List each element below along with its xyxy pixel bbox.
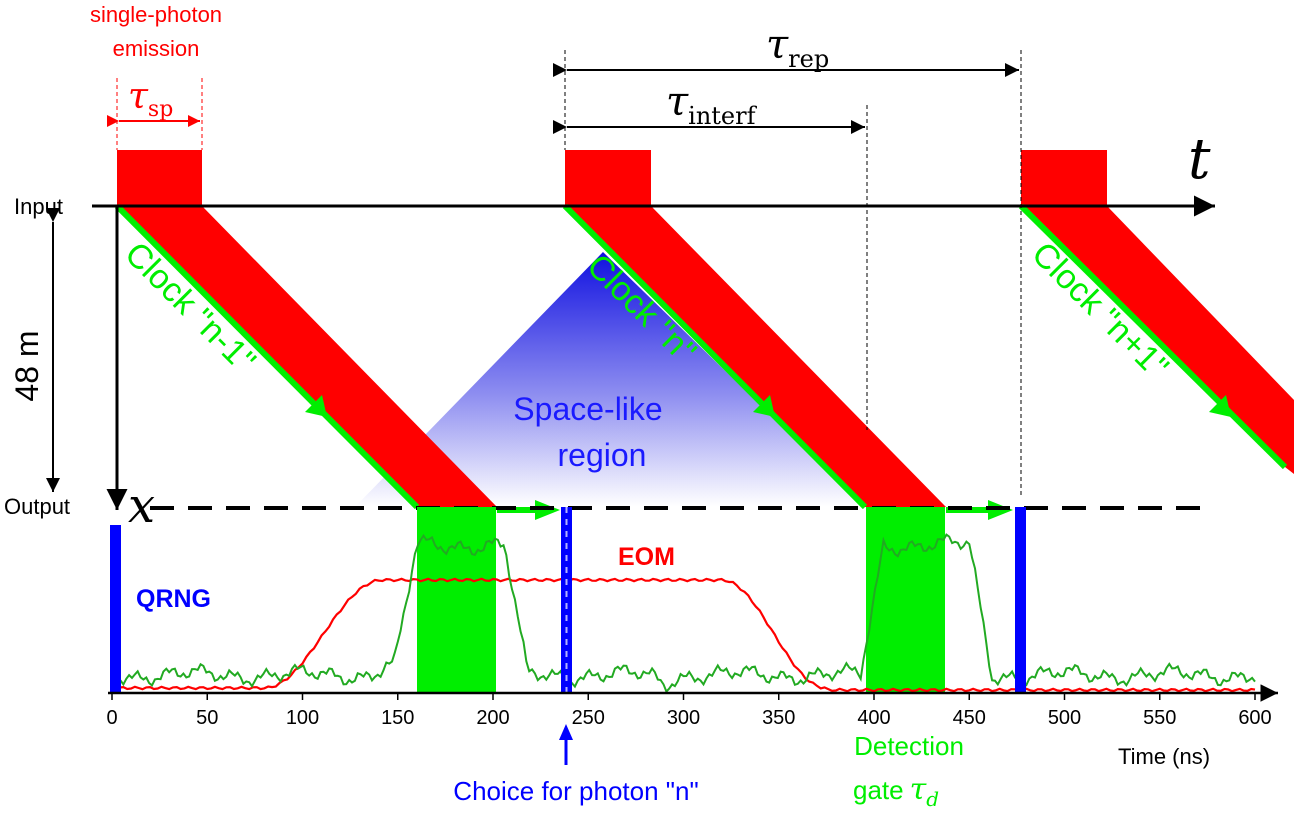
clock-line-next: [1018, 203, 1288, 470]
detection-gate-word: gate: [853, 775, 904, 805]
time-tick-label: 0: [106, 707, 117, 729]
emission-pulse-n: [565, 150, 651, 206]
tau-sp-subscript: sp: [148, 97, 173, 122]
x-axis-label: x: [128, 478, 155, 534]
propagation-band-prev: [117, 206, 497, 507]
time-tick-label: 250: [572, 707, 605, 729]
clock-arrowhead-n: [753, 395, 775, 417]
eom-trace: [111, 577, 1256, 693]
time-tick-label: 50: [196, 707, 218, 729]
clock-line-n: [562, 203, 868, 510]
tau-rep-label: τrep: [766, 22, 829, 73]
propagation-band-n: [565, 206, 946, 507]
choice-arrowhead: [559, 724, 573, 740]
emission-pulse-next: [1021, 150, 1107, 206]
tau-interf-subscript: interf: [688, 102, 757, 130]
detection-label-2: gate τd: [853, 772, 939, 811]
time-tick-label: 450: [953, 707, 986, 729]
distance-label: 48 m: [9, 330, 45, 401]
time-tick-label: 500: [1048, 707, 1081, 729]
eom-label: EOM: [618, 543, 675, 571]
time-tick-label: 100: [286, 707, 319, 729]
time-axis-ticks: 0 50 100 150 200 250 300 350 400 450 500 550 600: [106, 693, 1272, 729]
clock-arrowhead-prev: [305, 395, 327, 417]
clock-trace: [111, 533, 1256, 694]
time-tick-label: 550: [1143, 707, 1176, 729]
spacelike-label-2: region: [558, 437, 647, 473]
tau-d-symbol: τ: [910, 772, 927, 807]
tau-d-subscript: d: [926, 787, 939, 811]
time-tick-label: 350: [762, 707, 795, 729]
single-photon-label-2: emission: [113, 36, 200, 61]
tau-rep-subscript: rep: [788, 45, 829, 73]
single-photon-label-1: single-photon: [90, 2, 222, 27]
detection-label-1: Detection: [854, 731, 964, 761]
time-tick-label: 400: [857, 707, 890, 729]
spacelike-region: [355, 252, 865, 507]
time-tick-label: 600: [1238, 707, 1271, 729]
input-label: Input: [14, 194, 63, 219]
tau-interf-symbol: τ: [666, 79, 689, 125]
qrng-bar-2: [561, 507, 572, 693]
choice-label: Choice for photon "n": [453, 776, 698, 806]
tau-rep-symbol: τ: [766, 22, 789, 68]
tau-sp-label: τsp: [128, 76, 173, 122]
t-axis-label: t: [1188, 127, 1211, 192]
clock-line-prev: [114, 203, 420, 510]
qrng-label: QRNG: [136, 585, 211, 613]
detection-gate-1: [417, 507, 496, 693]
qrng-bar-1: [110, 525, 121, 693]
time-tick-label: 200: [476, 707, 509, 729]
qrng-bar-3: [1015, 507, 1026, 693]
time-tick-label: 300: [667, 707, 700, 729]
time-axis-label: Time (ns): [1118, 744, 1210, 769]
emission-pulse-prev: [117, 150, 202, 206]
time-tick-label: 150: [381, 707, 414, 729]
detection-gate-2: [866, 507, 945, 693]
output-label: Output: [4, 494, 70, 519]
clock-arrowhead-next: [1209, 395, 1231, 417]
tau-sp-symbol: τ: [128, 76, 149, 117]
spacelike-label-1: Space-like: [513, 391, 662, 427]
tau-interf-label: τinterf: [666, 79, 758, 130]
